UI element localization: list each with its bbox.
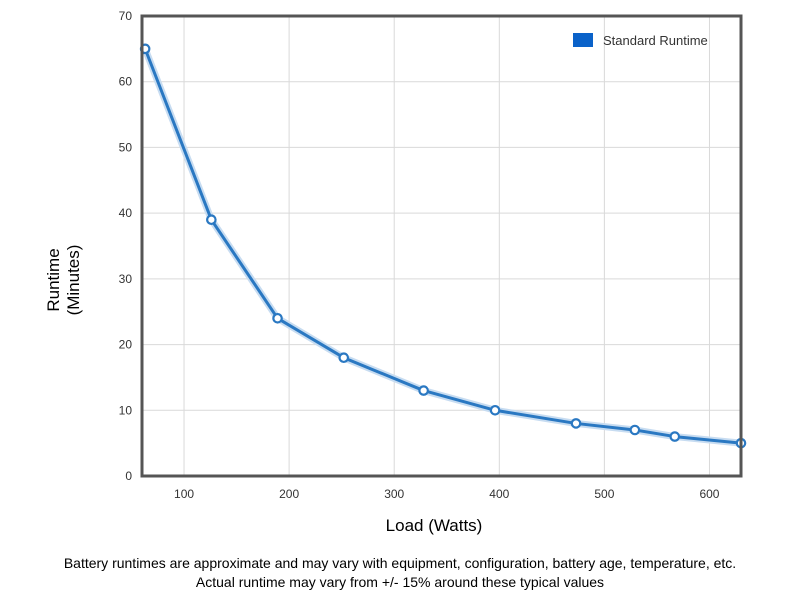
y-tick-label: 0 (125, 469, 132, 483)
series-line (143, 47, 743, 445)
data-point[interactable] (272, 312, 283, 324)
footnote-line-2: Actual runtime may vary from +/- 15% aro… (195, 574, 605, 590)
y-tick-label: 20 (119, 338, 133, 352)
y-tick-label: 30 (119, 272, 133, 286)
x-tick-label: 200 (279, 487, 299, 501)
legend[interactable]: Standard Runtime (573, 33, 708, 48)
x-tick-label: 400 (489, 487, 509, 501)
x-axis-title: Load (Watts) (386, 516, 483, 535)
footnote-line-1: Battery runtimes are approximate and may… (63, 555, 737, 571)
data-point[interactable] (669, 431, 681, 442)
y-tick-label: 40 (119, 206, 133, 220)
legend-label: Standard Runtime (603, 33, 708, 48)
runtime-chart: 100 200 300 400 500 600 0 10 20 30 40 50 60 70 Stand… (44, 9, 747, 535)
data-point[interactable] (629, 424, 641, 436)
series-standard-runtime (139, 43, 747, 449)
x-tick-label: 500 (594, 487, 614, 501)
data-point[interactable] (206, 214, 217, 226)
y-tick-label: 10 (119, 403, 133, 417)
data-point[interactable] (489, 404, 501, 416)
x-tick-label: 600 (699, 487, 719, 501)
y-axis-title-line2: (Minutes) (64, 245, 83, 316)
x-tick-label: 300 (384, 487, 404, 501)
y-axis-title-line1: Runtime (44, 248, 63, 311)
y-tick-labels: 0 10 20 30 40 50 60 70 (119, 9, 133, 483)
legend-swatch (573, 33, 593, 47)
y-axis-title: Runtime (Minutes) (44, 245, 83, 316)
x-tick-label: 100 (174, 487, 194, 501)
plot-frame (140, 14, 743, 478)
y-tick-label: 60 (119, 75, 133, 89)
data-point[interactable] (570, 418, 582, 429)
x-tick-labels: 100 200 300 400 500 600 (174, 487, 720, 501)
data-point[interactable] (418, 385, 429, 396)
y-tick-label: 70 (119, 9, 133, 23)
data-point[interactable] (338, 352, 350, 364)
y-tick-label: 50 (119, 140, 133, 154)
series-line-glow (141, 45, 745, 447)
